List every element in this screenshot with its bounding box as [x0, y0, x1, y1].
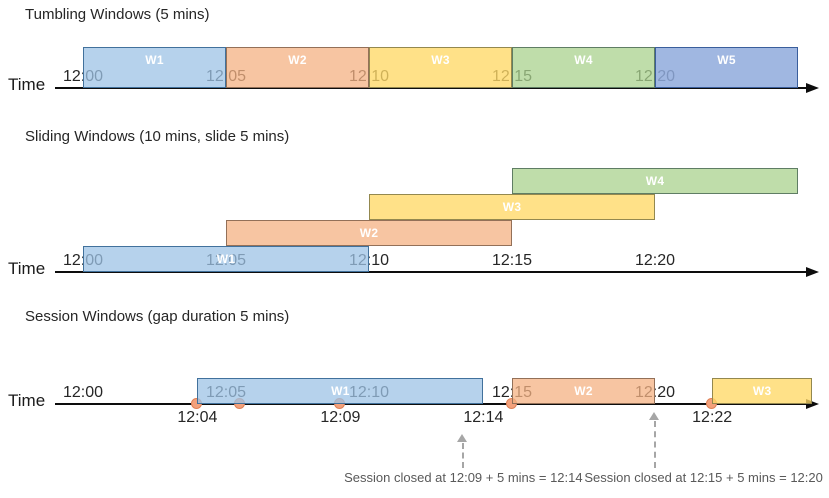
window-bar-tumbling-w5: W5 — [655, 47, 798, 88]
window-bar-sliding-w2: W2 — [226, 220, 512, 246]
tick-label-sliding: 12:20 — [634, 252, 676, 269]
time-axis-label-session: Time — [8, 391, 46, 410]
tick-label-sliding: 12:15 — [491, 252, 533, 269]
window-bar-sliding-w1: W1 — [83, 246, 369, 272]
event-time-label: 12:09 — [320, 409, 361, 426]
session-close-note: Session closed at 12:09 + 5 mins = 12:14 — [344, 470, 583, 485]
window-bar-tumbling-w4: W4 — [512, 47, 655, 88]
section-title-session: Session Windows (gap duration 5 mins) — [25, 308, 290, 325]
window-bar-session-w1: W1 — [197, 378, 484, 404]
axis-arrowhead-icon — [806, 83, 819, 93]
window-bar-tumbling-w2: W2 — [226, 47, 369, 88]
window-bar-session-w2: W2 — [512, 378, 655, 404]
window-bar-session-w3: W3 — [712, 378, 813, 404]
time-axis-label-sliding: Time — [8, 259, 46, 278]
session-close-arrow-icon — [457, 434, 468, 442]
window-bar-tumbling-w3: W3 — [369, 47, 512, 88]
time-axis-sliding — [55, 271, 806, 273]
tick-label-session: 12:00 — [62, 384, 104, 401]
axis-arrowhead-icon — [806, 399, 819, 409]
time-axis-tumbling — [55, 87, 806, 89]
time-axis-session — [55, 403, 806, 405]
section-title-sliding: Sliding Windows (10 mins, slide 5 mins) — [25, 128, 290, 145]
event-time-label: 12:14 — [463, 409, 504, 426]
window-bar-sliding-w4: W4 — [512, 168, 798, 194]
time-axis-label-tumbling: Time — [8, 75, 46, 94]
event-time-label: 12:22 — [692, 409, 733, 426]
session-close-note: Session closed at 12:15 + 5 mins = 12:20 — [584, 470, 823, 485]
window-bar-tumbling-w1: W1 — [83, 47, 226, 88]
session-close-arrow-icon — [649, 412, 659, 420]
session-close-arrow-line — [462, 443, 465, 468]
axis-arrowhead-icon — [806, 267, 819, 277]
section-title-tumbling: Tumbling Windows (5 mins) — [25, 6, 210, 23]
window-bar-sliding-w3: W3 — [369, 194, 655, 220]
session-close-arrow-line — [654, 421, 656, 468]
event-time-label: 12:04 — [177, 409, 218, 426]
